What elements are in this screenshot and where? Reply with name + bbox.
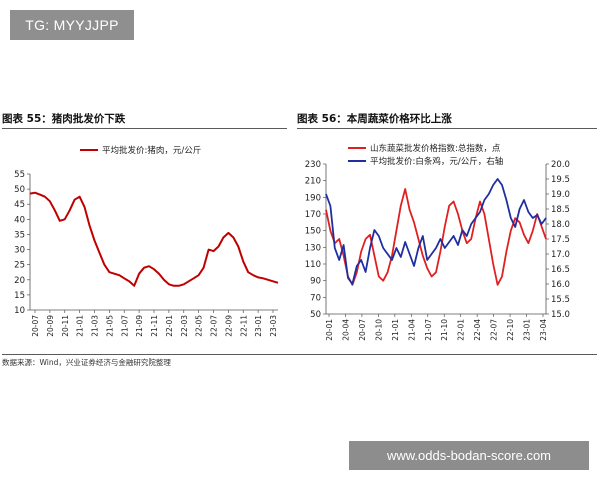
right-y-tick-label: 16.0: [551, 280, 570, 290]
x-tick-label: 22-09: [224, 315, 233, 337]
right-y-tick-label: 19.0: [551, 190, 570, 200]
x-tick-label: 22-07: [210, 315, 219, 337]
x-tick-label: 21-07: [120, 315, 129, 337]
x-tick-label: 22-03: [180, 315, 189, 337]
y-tick-label: 55: [14, 170, 25, 180]
tg-badge: TG: MYYJJPP: [10, 10, 134, 40]
right-y-tick-label: 15.0: [551, 310, 570, 320]
x-tick-label: 21-10: [440, 319, 449, 341]
x-tick-label: 20-04: [341, 319, 350, 341]
x-tick-label: 21-05: [105, 315, 114, 337]
left-y-tick-label: 130: [305, 243, 321, 253]
x-tick-label: 22-05: [195, 315, 204, 337]
x-tick-label: 22-11: [239, 315, 248, 337]
x-tick-label: 21-01: [76, 315, 85, 337]
x-tick-label: 20-09: [46, 315, 55, 337]
x-tick-label: 23-04: [539, 319, 548, 341]
left-y-tick-label: 230: [305, 160, 321, 170]
right-y-tick-label: 18.5: [551, 205, 570, 215]
y-tick-label: 45: [14, 200, 25, 210]
left-y-tick-label: 110: [305, 260, 321, 270]
left-y-tick-label: 210: [305, 177, 321, 187]
source-note: 数据来源：Wind，兴业证券经济与金融研究院整理: [2, 358, 171, 367]
x-tick-label: 22-04: [473, 319, 482, 341]
watermark-banner: www.odds-bodan-score.com: [349, 441, 589, 470]
left-y-tick-label: 190: [305, 193, 321, 203]
chart-55-title-rule: [2, 128, 287, 129]
right-y-tick-label: 20.0: [551, 160, 570, 170]
legend-label-chicken: 平均批发价:白条鸡，元/公斤，右轴: [370, 156, 503, 167]
x-tick-label: 21-09: [135, 315, 144, 337]
x-tick-label: 22-01: [165, 315, 174, 337]
left-y-tick-label: 90: [310, 277, 321, 287]
right-y-tick-label: 15.5: [551, 295, 570, 305]
y-tick-label: 35: [14, 230, 25, 240]
right-y-tick-label: 17.0: [551, 250, 570, 260]
x-tick-label: 20-01: [325, 319, 334, 341]
x-tick-label: 21-07: [424, 319, 433, 341]
left-y-tick-label: 70: [310, 293, 321, 303]
x-tick-label: 22-07: [490, 319, 499, 341]
x-tick-label: 21-11: [150, 315, 159, 337]
y-tick-label: 10: [14, 306, 25, 316]
chart-56-title-rule: [297, 128, 597, 129]
x-tick-label: 21-04: [407, 319, 416, 341]
x-tick-label: 21-01: [391, 319, 400, 341]
y-tick-label: 15: [14, 291, 25, 301]
x-tick-label: 20-10: [374, 319, 383, 341]
chicken-price-line: [325, 178, 547, 285]
x-tick-label: 23-01: [523, 319, 532, 341]
pork-price-chart: 10 15 20 25 30 35 40 45 50 55 20-07 20-09 20-11 21-01…: [14, 145, 279, 337]
source-rule: [2, 354, 597, 355]
y-tick-label: 20: [14, 276, 25, 286]
left-y-tick-label: 50: [310, 310, 321, 320]
left-y-tick-label: 170: [305, 210, 321, 220]
pork-price-line: [29, 191, 279, 287]
y-tick-label: 40: [14, 215, 25, 225]
right-y-tick-label: 19.5: [551, 175, 570, 185]
vegetable-index-line: [325, 188, 547, 286]
x-tick-label: 22-01: [457, 319, 466, 341]
y-tick-label: 50: [14, 185, 25, 195]
chart-56-title: 图表 56：本周蔬菜价格环比上涨: [297, 113, 452, 125]
right-y-tick-label: 18.0: [551, 220, 570, 230]
x-tick-label: 21-03: [91, 315, 100, 337]
x-tick-label: 20-11: [61, 315, 70, 337]
x-tick-label: 20-07: [31, 315, 40, 337]
right-y-tick-label: 16.5: [551, 265, 570, 275]
x-tick-label: 20-07: [358, 319, 367, 341]
x-tick-label: 22-10: [506, 319, 515, 341]
right-y-tick-label: 17.5: [551, 235, 570, 245]
y-tick-label: 25: [14, 261, 25, 271]
left-y-tick-label: 150: [305, 227, 321, 237]
legend-label-vegetable: 山东蔬菜批发价格指数:总指数，点: [370, 143, 501, 154]
x-tick-label: 23-03: [269, 315, 278, 337]
y-tick-label: 30: [14, 246, 25, 256]
x-tick-label: 23-01: [254, 315, 263, 337]
legend-label-pork: 平均批发价:猪肉，元/公斤: [102, 145, 201, 156]
chart-55-title: 图表 55：猪肉批发价下跌: [2, 113, 126, 125]
vegetable-price-chart: 50 70 90 110 130 150 170 190 210 230 15.0 15.5 16.0 1…: [305, 143, 570, 341]
